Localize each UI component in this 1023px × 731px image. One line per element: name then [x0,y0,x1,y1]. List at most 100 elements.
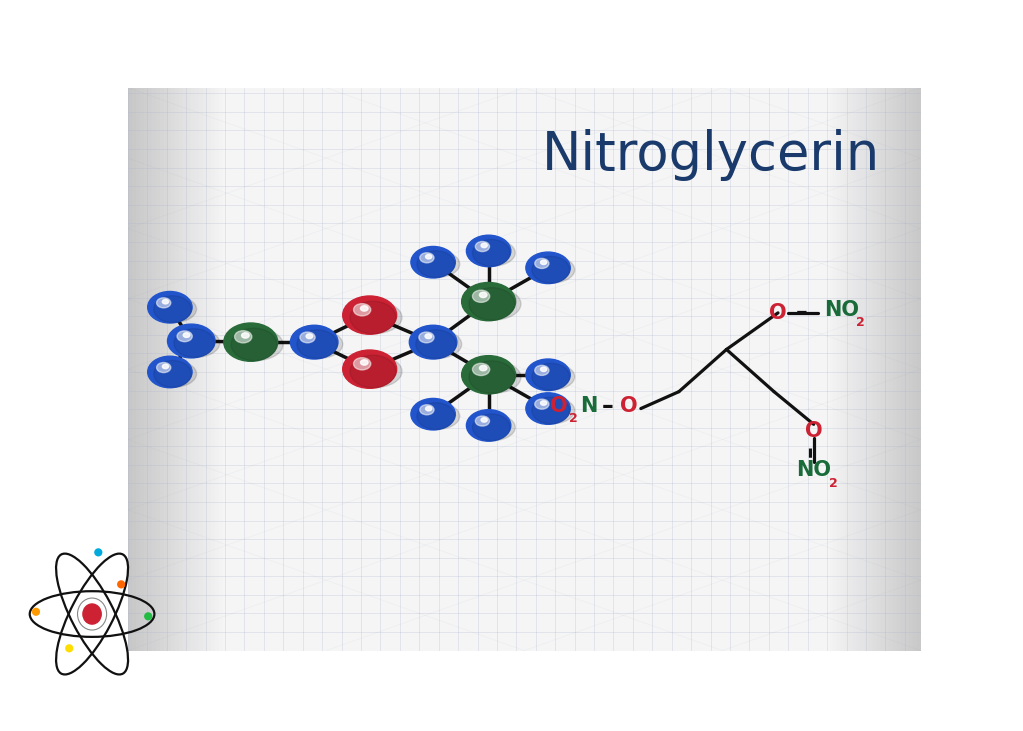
Bar [817,88,821,651]
Ellipse shape [226,328,283,360]
Ellipse shape [469,414,516,441]
Circle shape [183,333,190,338]
Bar [758,88,762,651]
Bar [437,88,441,651]
Bar [191,88,195,651]
Bar [267,88,270,651]
Bar [675,88,679,651]
Bar [627,88,631,651]
Circle shape [473,414,510,441]
Bar [239,88,242,651]
Bar [394,88,398,651]
Bar [369,88,373,651]
Bar [528,88,532,651]
Circle shape [168,324,215,358]
Bar [183,88,187,651]
Bar [711,88,714,651]
Bar [595,88,599,651]
Bar [885,88,889,651]
Bar [703,88,707,651]
Ellipse shape [150,360,196,387]
Text: Nitroglycerin: Nitroglycerin [541,129,880,181]
Bar [318,88,322,651]
Bar [449,88,453,651]
Circle shape [360,306,368,311]
Bar [874,88,877,651]
Circle shape [466,235,510,267]
Bar [346,88,350,651]
Bar [739,88,743,651]
Text: 2: 2 [829,477,838,490]
Circle shape [469,287,515,320]
Ellipse shape [464,361,521,393]
Circle shape [540,260,546,265]
Circle shape [426,254,432,259]
Circle shape [425,334,432,338]
Bar [132,88,136,651]
Bar [913,88,917,651]
Bar [382,88,386,651]
Bar [373,88,377,651]
Circle shape [354,303,370,316]
Bar [207,88,211,651]
Circle shape [409,325,457,359]
Circle shape [532,397,570,424]
Bar [810,88,813,651]
Bar [489,88,493,651]
Ellipse shape [346,301,402,333]
Circle shape [535,399,549,409]
Text: –: – [602,394,614,417]
Bar [204,88,207,651]
Bar [671,88,675,651]
Bar [576,88,580,651]
Bar [557,88,560,651]
Bar [548,88,552,651]
Bar [865,88,870,651]
Bar [136,88,140,651]
Bar [604,88,608,651]
Circle shape [526,359,570,390]
Bar [508,88,513,651]
Bar [223,88,227,651]
Circle shape [241,333,250,338]
Text: 2: 2 [569,412,578,425]
Circle shape [157,363,171,373]
Circle shape [300,332,315,343]
Bar [413,88,417,651]
Bar [235,88,239,651]
Circle shape [147,356,192,387]
Ellipse shape [528,397,575,424]
Bar [401,88,405,651]
Bar [635,88,639,651]
Bar [147,88,151,651]
Bar [560,88,564,651]
Bar [314,88,318,651]
Ellipse shape [170,329,220,357]
Bar [496,88,500,651]
Bar [881,88,885,651]
Bar [215,88,219,651]
Bar [667,88,671,651]
Circle shape [469,361,515,393]
Bar [430,88,433,651]
Circle shape [481,417,487,422]
Bar [643,88,648,651]
Bar [274,88,278,651]
Bar [826,88,830,651]
Bar [187,88,191,651]
Bar [326,88,330,651]
Bar [342,88,346,651]
Circle shape [426,406,432,411]
Bar [176,88,179,651]
Bar [659,88,663,651]
Bar [168,88,172,651]
Bar [754,88,758,651]
Bar [794,88,798,651]
Bar [655,88,659,651]
Bar [686,88,691,651]
Ellipse shape [411,330,461,358]
Circle shape [297,330,338,358]
Bar [726,88,730,651]
Text: O: O [769,303,787,323]
Circle shape [350,301,396,333]
